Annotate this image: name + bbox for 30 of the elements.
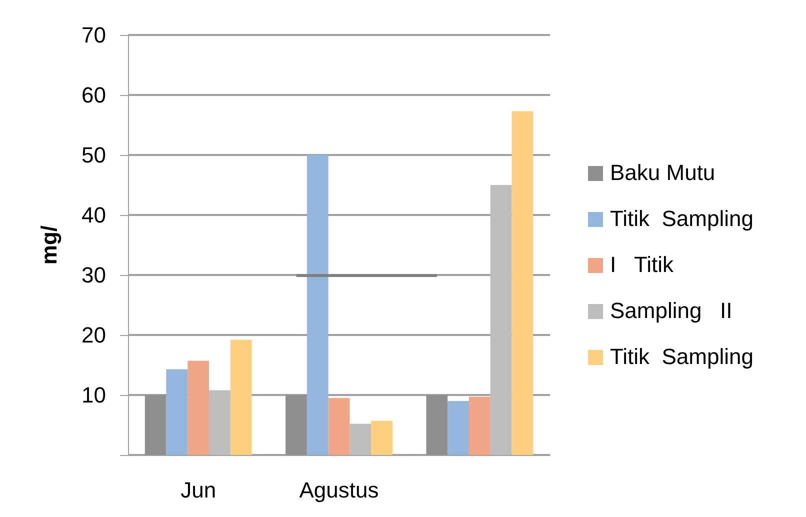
bar	[306, 155, 328, 455]
y-axis-title: mg/	[36, 225, 62, 265]
bar	[230, 340, 252, 455]
bar	[448, 401, 469, 455]
y-tick-label: 60	[82, 82, 106, 108]
bar	[328, 398, 350, 455]
y-tick-label: 50	[82, 142, 106, 168]
bar	[350, 424, 372, 455]
y-tick-label: 30	[82, 262, 106, 288]
legend-label: Titik Sampling	[610, 206, 754, 232]
legend-label: Baku Mutu	[610, 160, 716, 186]
bar	[166, 369, 188, 455]
x-tick-label: Jun	[180, 478, 216, 502]
y-tick-label: 40	[82, 202, 106, 228]
bar	[286, 395, 307, 455]
y-tick-label: 10	[82, 382, 106, 408]
bar	[209, 390, 230, 455]
legend-label: I Titik	[610, 252, 674, 278]
legend-label: Sampling II	[610, 298, 732, 324]
bar	[512, 111, 534, 455]
x-tick-label: Agustus	[299, 478, 379, 502]
bar	[490, 185, 512, 455]
bar	[426, 395, 448, 455]
bar	[188, 360, 210, 455]
y-tick-label: 70	[82, 22, 106, 48]
legend-label: Titik Sampling	[610, 344, 754, 370]
bar	[468, 396, 490, 455]
y-tick-label: 20	[82, 322, 106, 348]
bar	[144, 395, 166, 455]
bar	[371, 420, 392, 455]
